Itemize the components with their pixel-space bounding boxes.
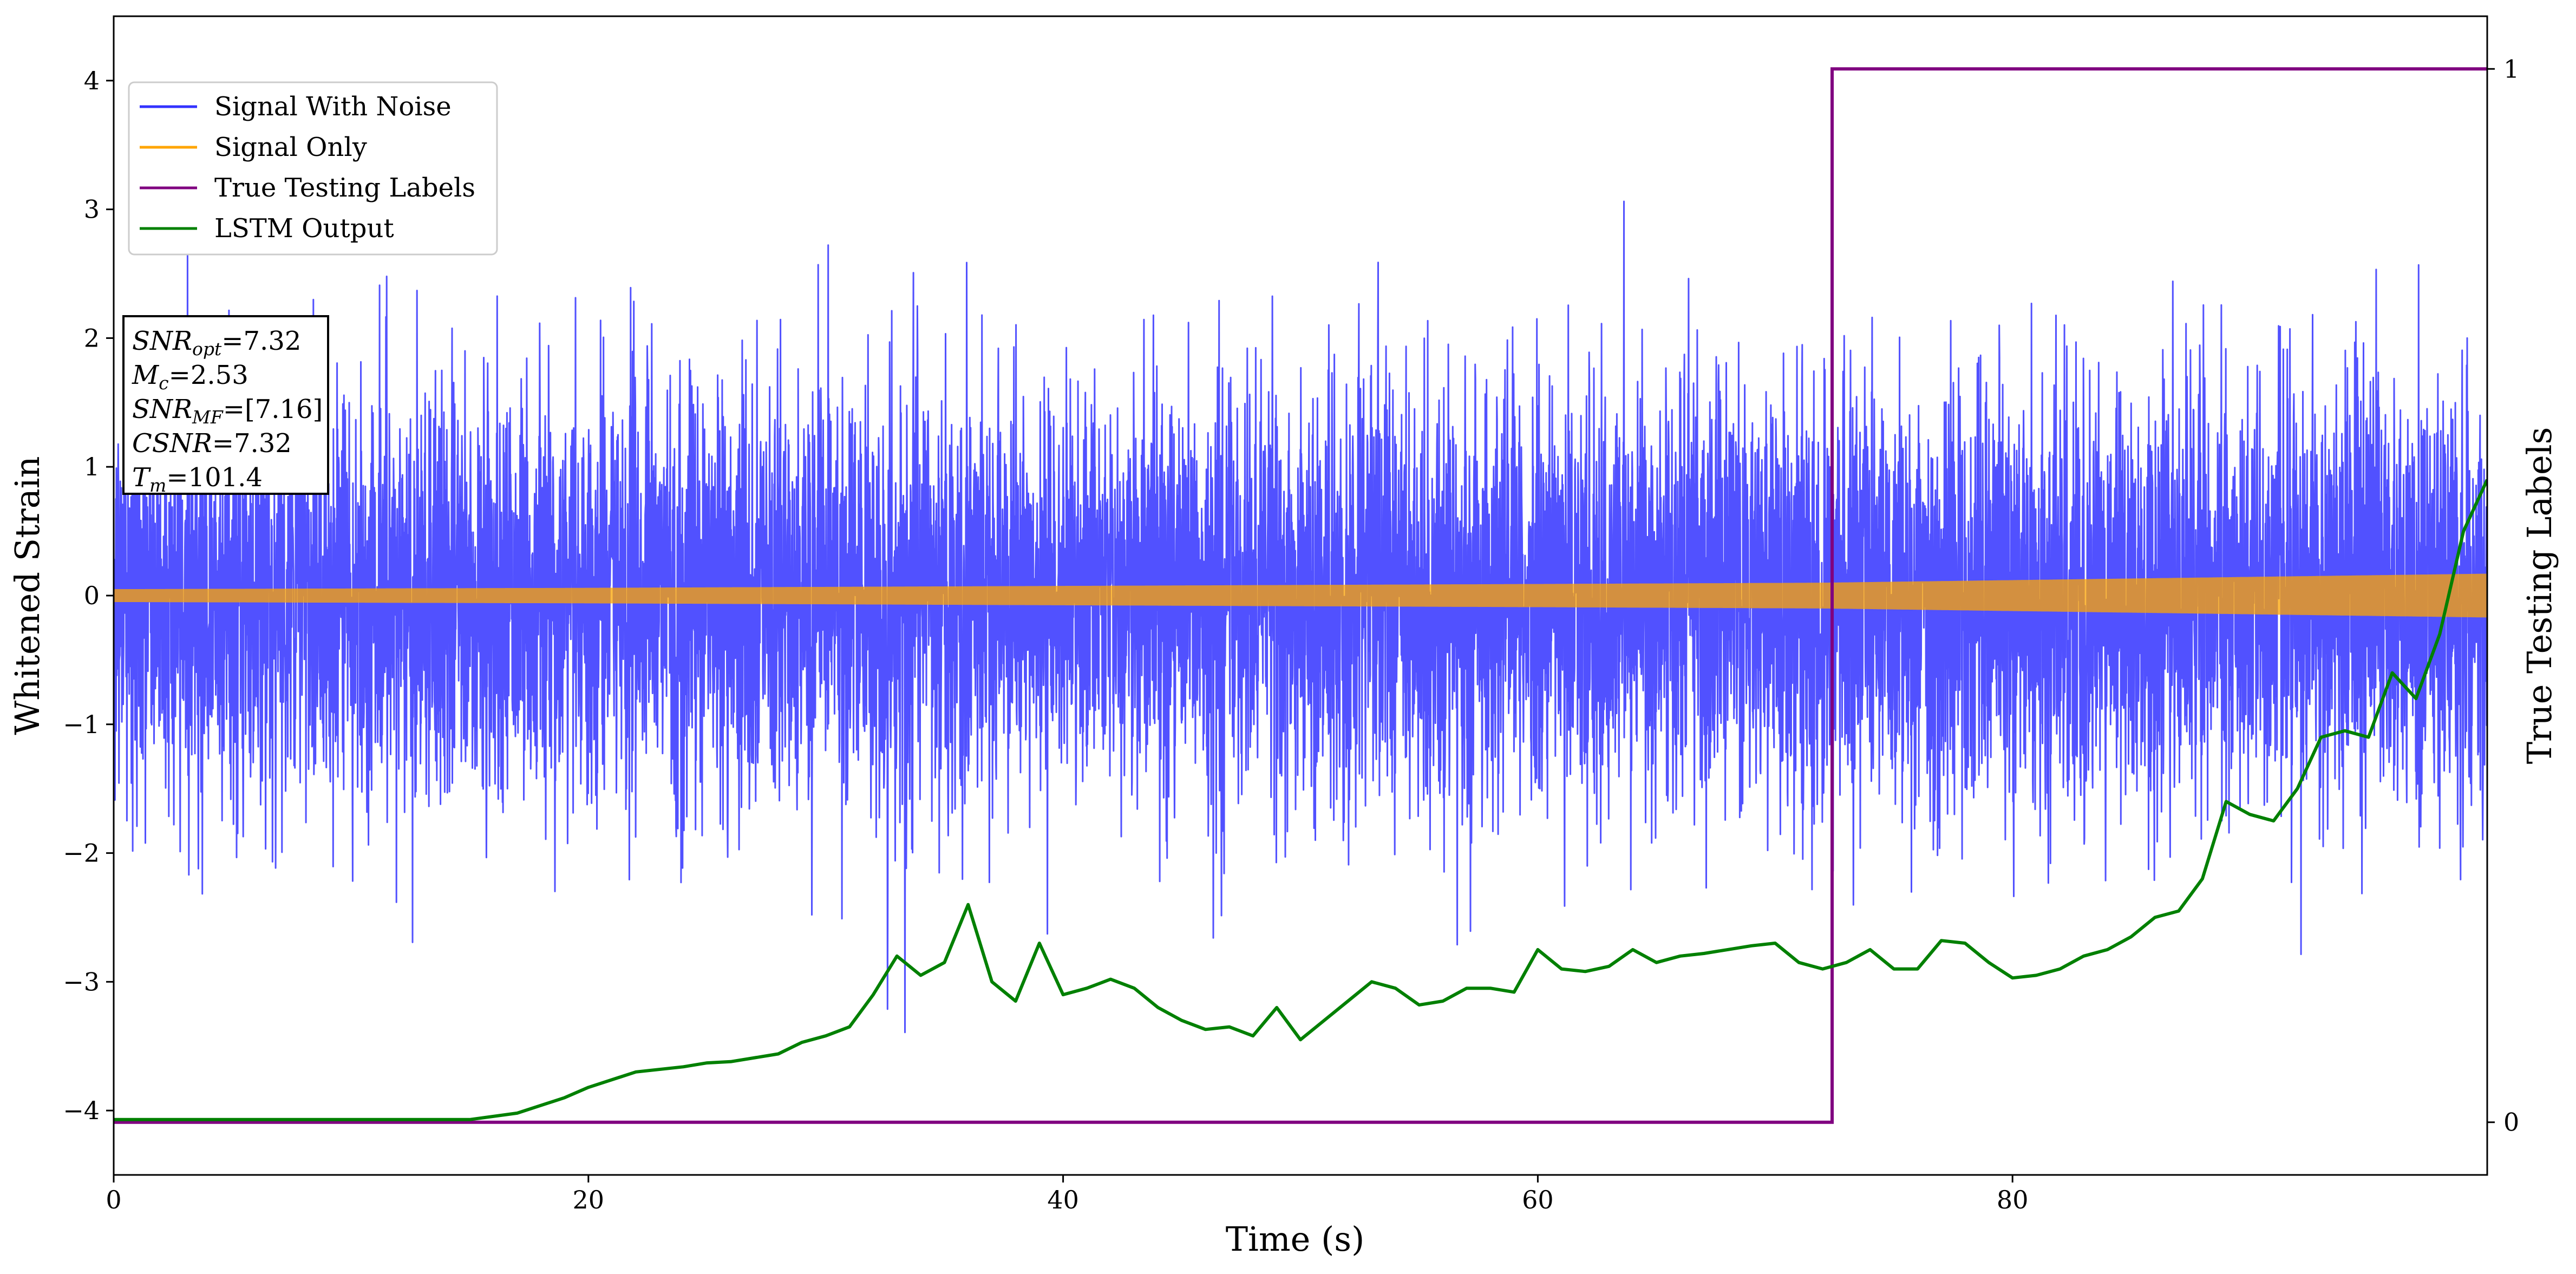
x-tick-label: 80 [1997,1185,2029,1214]
legend-label-signal-only: Signal Only [214,132,367,162]
true-testing-labels-series [114,67,2487,1124]
right-tick-label: 0 [2503,1108,2519,1137]
legend-label-true-testing-labels: True Testing Labels [214,173,475,203]
lstm-trace [114,479,2487,1121]
annotation-csnr: CSNR=7.32 [132,428,292,459]
annotation-frame [122,315,329,495]
x-tick-label: 0 [106,1185,121,1214]
annotation-tm: Tm=101.4 [132,462,263,496]
legend-label-signal-with-noise: Signal With Noise [214,92,452,122]
y-tick-label: 0 [84,581,100,610]
signal-only-series [114,573,2487,618]
noise-trace [114,200,2487,1034]
annotation-snr-mf: SNRMF=[7.16] [132,394,323,428]
y-tick-label: −3 [63,967,100,996]
annotation-mc: Mc=2.53 [132,360,249,394]
signal-trace [114,573,2487,618]
y-tick-label: −2 [63,839,100,868]
lstm-output-series [114,479,2487,1121]
y-axis-ticks: −4 −3 −2 −1 0 1 2 3 4 [63,66,114,1125]
right-axis-ticks: 01 [2487,54,2519,1137]
labels-trace [114,67,2487,1124]
y-axis-label: Whitened Strain [8,456,47,735]
legend-label-lstm-output: LSTM Output [214,213,394,244]
y-tick-label: −4 [63,1096,100,1125]
y-tick-label: −1 [63,710,100,739]
y-tick-label: 4 [84,66,100,95]
y-tick-label: 2 [84,323,100,352]
annotation-snr-opt: SNRopt=7.32 [132,326,301,360]
x-tick-label: 60 [1522,1185,1554,1214]
right-axis-label: True Testing Labels [2520,427,2559,765]
x-tick-label: 40 [1047,1185,1079,1214]
y-tick-label: 3 [84,195,100,224]
x-axis-label: Time (s) [1226,1219,1365,1259]
legend-frame [128,81,498,256]
legend: Signal With Noise Signal Only True Testi… [128,81,498,256]
right-tick-label: 1 [2503,54,2519,83]
y-tick-label: 1 [84,452,100,481]
annotation-box: SNRopt=7.32 Mc=2.53 SNRMF=[7.16] CSNR=7.… [122,315,329,496]
x-axis-ticks: 0 20 40 60 80 [106,1175,2028,1214]
x-tick-label: 20 [573,1185,605,1214]
signal-with-noise-series [114,200,2487,1034]
